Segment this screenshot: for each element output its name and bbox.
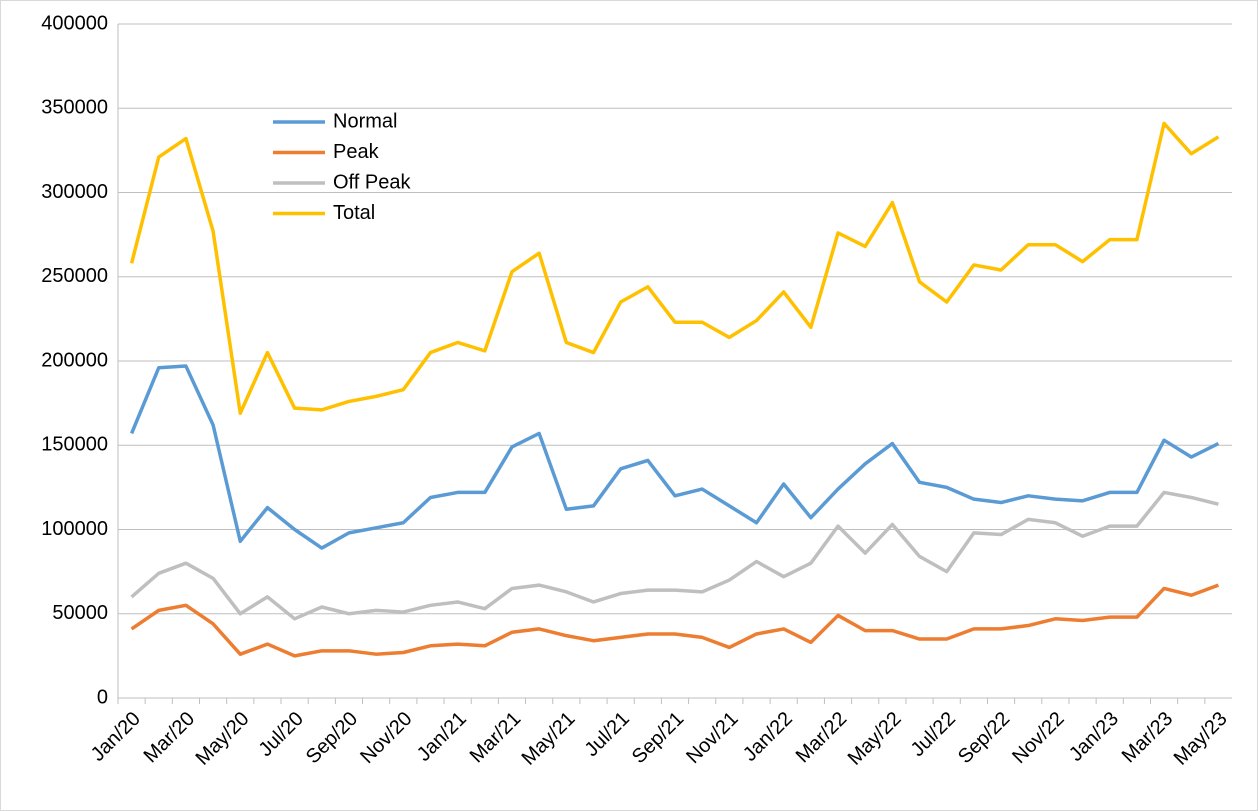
y-tick-label: 50000	[52, 602, 108, 624]
legend-label: Peak	[333, 141, 380, 163]
series-line	[130, 490, 1219, 621]
y-tick-label: 0	[97, 686, 108, 708]
y-tick-label: 250000	[41, 265, 108, 287]
y-tick-label: 150000	[41, 434, 108, 456]
y-tick-label: 350000	[41, 97, 108, 119]
series-line	[130, 583, 1220, 658]
y-tick-label: 400000	[41, 12, 108, 34]
y-tick-label: 300000	[41, 181, 108, 203]
y-tick-label: 100000	[41, 518, 108, 540]
legend-label: Normal	[333, 110, 397, 132]
series-line	[129, 121, 1220, 415]
legend-label: Off Peak	[333, 171, 411, 193]
series-line	[129, 364, 1220, 550]
legend-label: Total	[333, 202, 375, 224]
y-tick-label: 200000	[41, 349, 108, 371]
